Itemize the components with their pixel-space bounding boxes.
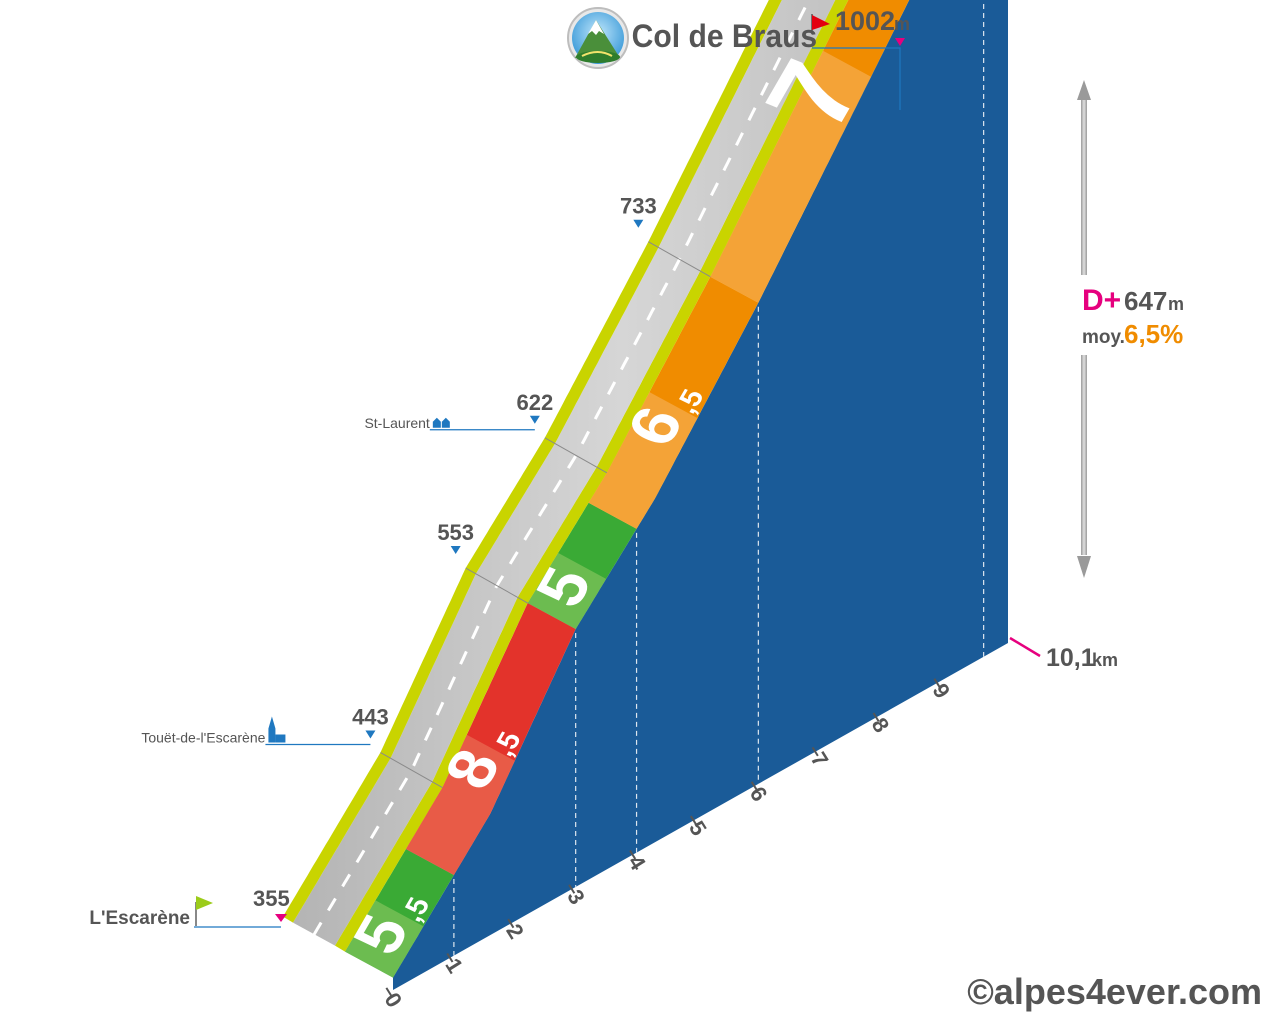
altitude-label: 733 — [620, 194, 657, 219]
summit-marker-icon — [895, 38, 905, 46]
church-icon — [268, 716, 286, 743]
road-surface — [283, 0, 849, 952]
x-tick-mark — [629, 849, 637, 860]
start-marker-icon — [275, 914, 287, 922]
start-name: L'Escarène — [89, 908, 190, 929]
road-separator — [544, 437, 608, 474]
km-drop-lines — [453, 0, 985, 956]
start-flag-icon — [196, 896, 213, 910]
elevation-gain-label: D+ — [1082, 284, 1121, 317]
x-tick-label: 0 — [380, 988, 408, 1012]
x-tick-mark — [872, 712, 880, 722]
altitude-marker-icon — [450, 546, 461, 555]
waypoint-name: Touët-de-l'Escarène — [141, 730, 265, 746]
x-tick-mark — [811, 746, 819, 757]
elevation-summary: D+ 647 m moy. 6,5% — [1077, 80, 1184, 578]
gradient-segment-highlight — [710, 50, 871, 303]
road-separator — [380, 752, 443, 788]
average-gradient: 6,5% — [1124, 319, 1183, 349]
gradient-segments — [345, 0, 910, 978]
altitude-label: 553 — [437, 520, 474, 545]
waypoint-name: St-Laurent — [364, 415, 429, 431]
summit-flag-icon — [812, 15, 830, 30]
altitude-label: 622 — [516, 390, 553, 415]
x-tick-mark — [507, 918, 515, 929]
start-altitude: 355 — [253, 886, 290, 911]
start-point: L'Escarène 355 — [89, 886, 289, 929]
vertical-double-arrow-icon — [1077, 80, 1091, 578]
x-tick-mark — [446, 952, 454, 963]
x-tick: 0 — [380, 987, 408, 1012]
mountain-logo-icon — [567, 7, 629, 69]
road-surface-band — [293, 0, 836, 946]
road-separator — [465, 567, 528, 604]
climb-title: Col de Braus — [632, 18, 817, 54]
gradient-segment-highlight — [405, 734, 515, 875]
elevation-gain-value: 647 — [1124, 286, 1167, 316]
summit-altitude: 1002 — [835, 6, 895, 36]
average-label: moy. — [1082, 327, 1125, 348]
gradient-segment-highlight — [588, 392, 698, 529]
distance-value: 10,1 — [1046, 644, 1095, 672]
road-edge-near — [335, 0, 849, 952]
x-tick-mark — [933, 678, 941, 688]
road-center-line — [312, 0, 811, 936]
profile-wall — [393, 0, 1008, 990]
total-distance: 10,1 km — [1009, 636, 1118, 672]
copyright: ©alpes4ever.com — [967, 971, 1262, 1012]
x-tick-mark — [750, 781, 758, 791]
altitude-marker-icon — [529, 415, 540, 424]
header: Col de Braus 1002 m — [567, 6, 910, 110]
road-edge-far — [283, 0, 782, 923]
altitude-markers: 443553622733988 — [352, 194, 657, 739]
x-tick-mark — [568, 884, 576, 894]
summit-unit: m — [894, 14, 910, 34]
houses-icon — [432, 417, 450, 428]
x-tick-mark — [690, 815, 698, 826]
altitude-marker-icon — [633, 219, 644, 228]
x-tick-mark — [385, 987, 393, 997]
altitude-marker-icon — [365, 730, 376, 739]
road-separator — [648, 241, 711, 278]
waypoint-labels: Touët-de-l'Escarène St-Laurent — [141, 415, 535, 746]
gradient-segment-highlight — [527, 552, 607, 629]
distance-unit: km — [1092, 650, 1118, 670]
gradient-segment-highlight — [345, 900, 424, 978]
altitude-label: 443 — [352, 705, 389, 730]
elevation-gain-unit: m — [1168, 294, 1184, 314]
